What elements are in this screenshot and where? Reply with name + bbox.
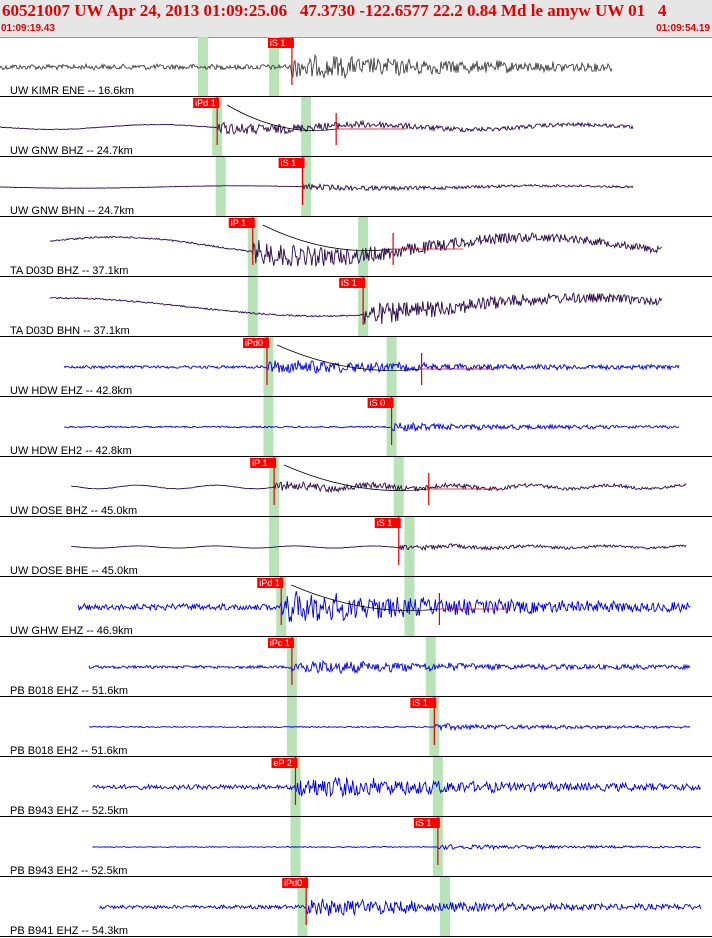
waveform-trace [77,591,691,623]
p-arrival-band [263,397,274,457]
pick-label: iS 1 [281,158,297,168]
trace-panel-6: iPd0 UW HDW EHZ -- 42.8km [0,337,712,397]
pick-label: iPd 1 [259,578,280,588]
station-label: PB B943 EH2 -- 52.5km [10,865,127,877]
pick-label: iS 1 [416,818,432,828]
pick-box [243,338,269,348]
pick-box [267,38,294,48]
pick-box [410,698,437,708]
pick-label: iPd0 [245,338,263,348]
coda-curve [283,464,429,491]
coda-curve [276,344,422,371]
pick-box [339,278,366,288]
pick-box [278,158,305,168]
event-title: 60521007 UW Apr 24, 2013 01:09:25.06 47.… [2,1,667,20]
pick-box [228,218,255,228]
trace-panel-12: iS 1 PB B018 EH2 -- 51.6km [0,697,712,757]
station-label: UW DOSE BHZ -- 45.0km [10,505,137,517]
pick-label: iS 1 [270,38,286,48]
pick-box [257,578,284,588]
waveform-trace [99,898,702,917]
station-label: UW GNW BHZ -- 24.7km [10,145,133,157]
waveform-trace [64,421,680,433]
p-arrival-band [247,277,258,337]
event-header: 60521007 UW Apr 24, 2013 01:09:25.06 47.… [0,0,712,38]
waveform-trace [71,481,687,494]
coda-curve [226,104,337,131]
pick-label: iPd0 [284,878,302,888]
pick-box [282,878,309,888]
trace-panel-2: iPd 1 UW GNW BHZ -- 24.7km [0,97,712,157]
waveform-trace [0,182,634,192]
trace-panel-14: iS 1 PB B943 EH2 -- 52.5km [0,817,712,877]
p-arrival-band [297,877,308,937]
trace-panel-3: iS 1 UW GNW BHN -- 24.7km [0,157,712,217]
pick-label: iP 1 [231,218,246,228]
waveform-trace [88,723,691,732]
trace-panel-4: iP 1 TA D03D BHZ -- 37.1km [0,217,712,277]
trace-panel-13: eP 2 PB B943 EHZ -- 52.5km [0,757,712,817]
s-arrival-band [301,97,312,157]
pick-label: iS 1 [341,278,357,288]
pick-label: iS 0 [370,398,386,408]
station-label: UW GNW BHN -- 24.7km [10,205,134,217]
waveform-trace [92,777,701,798]
station-label: PB B018 EH2 -- 51.6km [10,745,127,757]
s-arrival-band [425,637,436,697]
time-start-label: 01:09:19.43 [1,23,55,34]
waveform-trace [88,659,691,675]
station-label: UW KIMR ENE -- 16.6km [10,85,134,97]
trace-panel-8: iP 1 UW DOSE BHZ -- 45.0km [0,457,712,517]
pick-box [193,98,220,108]
waveform-trace [92,843,701,851]
pick-box [367,398,394,408]
trace-panel-9: iS 1 UW DOSE BHE -- 45.0km [0,517,712,577]
coda-curve [291,584,440,611]
trace-panel-5: iS 1 TA D03D BHN -- 37.1km [0,277,712,337]
station-label: UW GHW EHZ -- 46.9km [10,625,133,637]
pick-label: iPc 1 [270,638,290,648]
station-label: PB B943 EHZ -- 52.5km [10,805,128,817]
waveform-trace [63,360,680,375]
trace-panel-7: iS 0 UW HDW EH2 -- 42.8km [0,397,712,457]
pick-box [271,758,298,768]
pick-box [267,638,294,648]
coda-curve [262,224,394,251]
s-arrival-band [432,757,443,817]
trace-panel: iS 1 UW KIMR ENE -- 16.6km iPd 1 UW GNW BHZ… [0,37,712,937]
waveform-trace [71,543,687,552]
waveform-trace [49,232,662,268]
p-arrival-band [215,157,226,217]
station-label: TA D03D BHZ -- 37.1km [10,265,128,277]
waveform-trace [49,292,663,325]
pick-label: iS 1 [377,518,393,528]
station-label: UW HDW EH2 -- 42.8km [10,445,132,457]
pick-box [250,458,277,468]
time-end-label: 01:09:54.19 [656,23,710,34]
station-label: PB B941 EHZ -- 54.3km [10,925,128,937]
pick-label: iPd 1 [195,98,216,108]
trace-panel-15: iPd0 PB B941 EHZ -- 54.3km [0,877,712,937]
waveform-trace [0,54,613,79]
trace-panel-1: iS 1 UW KIMR ENE -- 16.6km [0,37,712,97]
pick-label: iP 1 [252,458,267,468]
station-label: UW HDW EHZ -- 42.8km [10,385,132,397]
station-label: TA D03D BHN -- 37.1km [10,325,130,337]
station-label: PB B018 EHZ -- 51.6km [10,685,128,697]
pick-label: iS 1 [412,698,428,708]
waveform-trace [0,119,634,136]
station-label: UW DOSE BHE -- 45.0km [10,565,138,577]
s-arrival-band [358,217,369,277]
pick-box [413,818,440,828]
trace-panel-10: iPd 1 UW GHW EHZ -- 46.9km [0,577,712,637]
pick-box [374,518,401,528]
pick-label: eP 2 [273,758,291,768]
trace-panel-11: iPc 1 PB B018 EHZ -- 51.6km [0,637,712,697]
